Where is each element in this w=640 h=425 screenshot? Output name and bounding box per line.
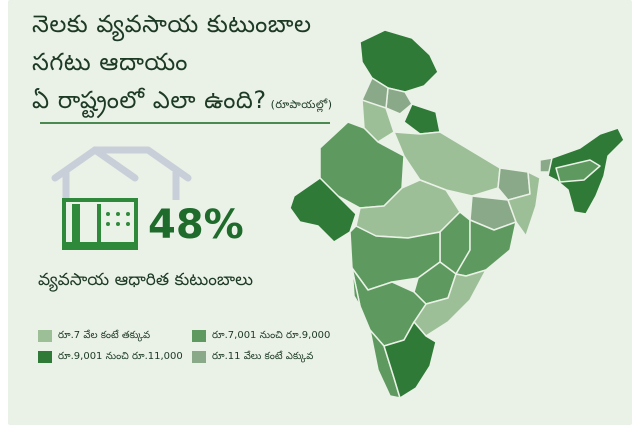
region-gujarat <box>289 177 357 243</box>
title-line-2: సగటు ఆదాయం <box>32 48 188 76</box>
legend-item-7001-9000: రూ.7,001 నుంచి రూ.9,000 <box>192 329 330 343</box>
region-goa <box>351 267 361 307</box>
legend-label: రూ.7 వేల కంటే తక్కువ <box>58 330 151 341</box>
legend-swatch <box>192 351 206 363</box>
legend-label: రూ.9,001 నుంచి రూ.11,000 <box>58 351 183 362</box>
legend-label: రూ.7,001 నుంచి రూ.9,000 <box>212 330 331 341</box>
title-underline <box>40 122 330 124</box>
region-assam <box>555 159 601 183</box>
stat-label: వ్యవసాయ ఆధారిత కుటుంబాలు <box>38 270 254 290</box>
legend-swatch <box>38 330 52 342</box>
title-line-1: నెలకు వ్యవసాయ కుటుంబాల <box>32 10 312 38</box>
region-uttarakhand <box>403 103 441 135</box>
region-tn <box>383 321 437 399</box>
india-map <box>289 29 625 399</box>
region-himachal <box>385 87 413 115</box>
house-icon <box>51 146 192 250</box>
region-wb <box>507 171 541 237</box>
stat-value: 48% <box>148 202 244 248</box>
legend-swatch <box>38 351 52 363</box>
title-question: ఏ రాష్ట్రంలో ఎలా ఉంది? <box>32 86 267 114</box>
legend-item-above-11000: రూ.11 వేలు కంటే ఎక్కువ <box>192 350 313 364</box>
legend-label: రూ.11 వేలు కంటే ఎక్కువ <box>212 351 314 362</box>
region-haryana <box>361 99 395 143</box>
legend-item-9001-11000: రూ.9,001 నుంచి రూ.11,000 <box>38 350 183 364</box>
title-line-3: ఏ రాష్ట్రంలో ఎలా ఉంది? (రూపాయల్లో) <box>32 86 333 120</box>
region-north <box>359 29 439 93</box>
legend-swatch <box>192 330 206 342</box>
legend-item-below-7000: రూ.7 వేల కంటే తక్కువ <box>38 329 150 343</box>
title-unit: (రూపాయల్లో) <box>270 98 333 111</box>
